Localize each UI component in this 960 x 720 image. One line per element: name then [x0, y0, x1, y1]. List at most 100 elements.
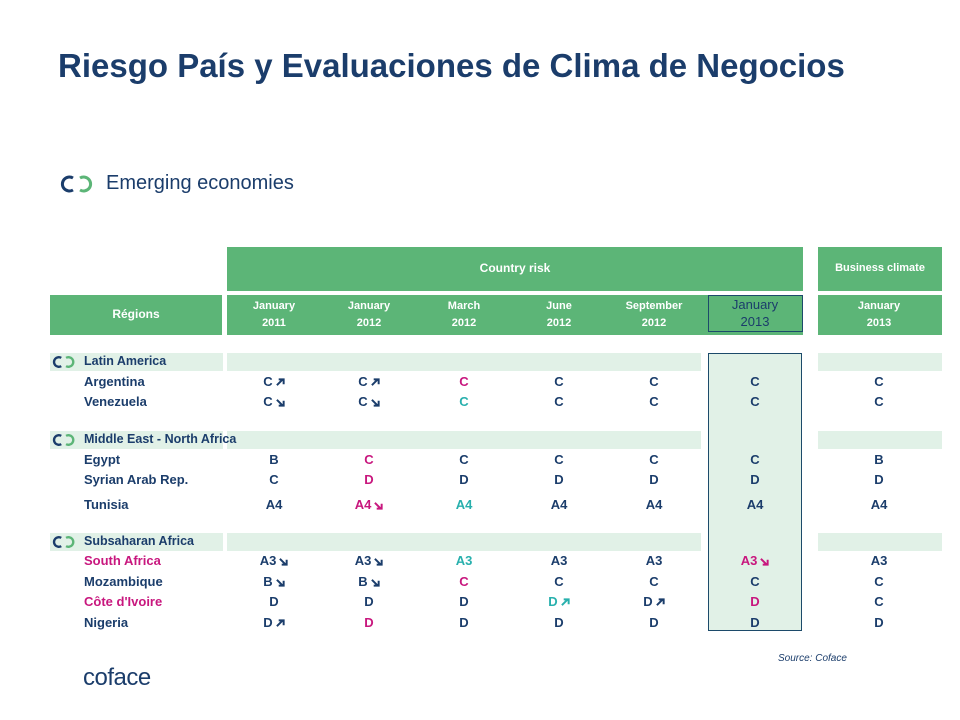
rating-value: B — [263, 574, 273, 589]
rating-value: D — [548, 594, 558, 609]
rating-value: C — [459, 452, 469, 467]
rating-value: A3 — [870, 553, 888, 568]
rating-value: C — [874, 594, 884, 609]
rating-value: B — [269, 452, 279, 467]
rating-cell: D — [609, 594, 699, 609]
column-header-month: March — [447, 300, 481, 312]
rating-value: D — [750, 472, 760, 487]
country-name: Tunisia — [84, 497, 129, 512]
rating-value: C — [750, 394, 760, 409]
rating-value: C — [874, 574, 884, 589]
rating-cell: D — [229, 615, 319, 630]
rating-value: A4 — [550, 497, 568, 512]
rating-value: A4 — [645, 497, 663, 512]
rating-cell: C — [419, 374, 509, 389]
section-band — [50, 353, 223, 371]
rating-cell: D — [514, 472, 604, 487]
bc-period-header — [818, 295, 942, 335]
rating-cell: C — [710, 452, 800, 467]
column-header-year: 2012 — [641, 317, 667, 329]
rating-value: C — [649, 574, 659, 589]
section-band — [227, 431, 701, 449]
rating-value: A3 — [354, 553, 372, 568]
country-risk-label: Country risk — [479, 261, 551, 275]
section-title: Middle East - North Africa — [84, 432, 237, 446]
rating-cell: A4 — [710, 497, 800, 512]
rating-value: C — [554, 374, 564, 389]
rating-value: C — [263, 394, 273, 409]
rating-value: A4 — [746, 497, 764, 512]
arrow-up-right-icon — [275, 378, 285, 386]
arrow-up-right-icon — [560, 598, 570, 606]
rating-value: D — [263, 615, 273, 630]
rating-value: A3 — [259, 553, 277, 568]
rating-cell: C — [229, 472, 319, 487]
rating-cell: D — [834, 472, 924, 487]
section-band — [227, 353, 701, 371]
rating-value: C — [269, 472, 279, 487]
rating-value: C — [554, 394, 564, 409]
rating-cell: C — [710, 574, 800, 589]
country-name: South Africa — [84, 553, 161, 568]
rating-cell: D — [609, 472, 699, 487]
arrow-down-right-icon — [374, 558, 383, 566]
slide-title: Riesgo País y Evaluaciones de Clima de N… — [58, 47, 845, 84]
source-note: Source: Coface — [778, 653, 847, 664]
country-name: Nigeria — [84, 615, 129, 630]
rating-cell: C — [834, 394, 924, 409]
rating-value: C — [263, 374, 273, 389]
rating-value: D — [643, 594, 653, 609]
regions-label: Régions — [112, 307, 160, 321]
rating-value: A4 — [870, 497, 888, 512]
rating-value: A3 — [455, 553, 473, 568]
rating-cell: D — [710, 615, 800, 630]
rating-value: D — [750, 594, 760, 609]
rating-value: D — [874, 615, 884, 630]
rating-cell: C — [834, 594, 924, 609]
january-2013-header-frame — [708, 295, 803, 332]
section-band — [50, 533, 223, 551]
rating-value: C — [554, 574, 564, 589]
rating-cell: C — [514, 452, 604, 467]
subtitle-text: Emerging economies — [106, 172, 294, 194]
column-header: March 2012 — [419, 298, 509, 332]
arrow-down-right-icon — [370, 399, 380, 407]
rating-cell: A3 — [419, 553, 509, 568]
rating-value: D — [554, 472, 564, 487]
rating-cell: C — [419, 394, 509, 409]
rating-cell: D — [710, 472, 800, 487]
rating-cell: D — [419, 615, 509, 630]
rating-cell: C — [324, 394, 414, 409]
rating-value: C — [874, 394, 884, 409]
rating-value: D — [874, 472, 884, 487]
column-header-month: September — [625, 300, 683, 312]
rating-cell: A4 — [514, 497, 604, 512]
rating-cell: C — [710, 374, 800, 389]
rating-cell: C — [514, 394, 604, 409]
coface-bullet-icon — [60, 175, 93, 192]
rating-cell: C — [419, 574, 509, 589]
rating-cell: A4 — [229, 497, 319, 512]
section-band — [50, 431, 223, 449]
rating-value: C — [459, 394, 469, 409]
rating-cell: C — [419, 452, 509, 467]
coface-bullet-icon — [52, 536, 75, 548]
country-risk-header: Country risk — [227, 247, 803, 291]
rating-cell: D — [419, 472, 509, 487]
rating-value: D — [364, 472, 374, 487]
column-header: January 2013 — [710, 296, 800, 330]
column-header: January 2012 — [324, 298, 414, 332]
section-band — [818, 533, 942, 551]
rating-value: C — [358, 374, 368, 389]
column-header-month: June — [546, 300, 572, 312]
rating-cell: C — [834, 374, 924, 389]
column-header-year: 2012 — [356, 317, 382, 329]
rating-value: D — [459, 594, 469, 609]
country-name: Côte d'Ivoire — [84, 594, 163, 609]
rating-value: C — [649, 394, 659, 409]
rating-cell: A4 — [609, 497, 699, 512]
periods-header — [227, 295, 803, 335]
rating-cell: A3 — [324, 553, 414, 568]
rating-cell: C — [609, 574, 699, 589]
section-band — [818, 431, 942, 449]
